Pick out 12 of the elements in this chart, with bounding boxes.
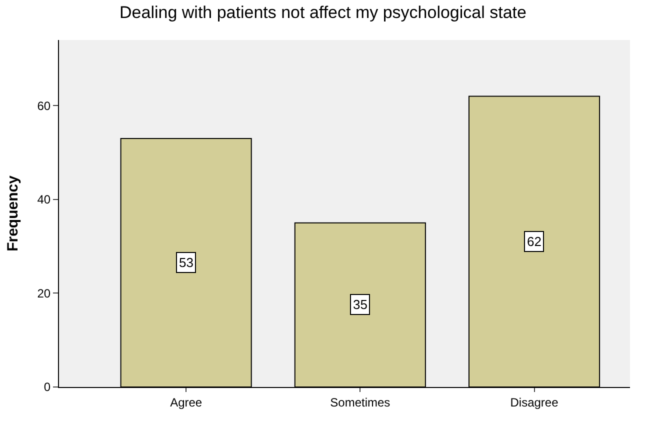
y-tick-label: 0: [44, 380, 51, 394]
data-label: 62: [527, 234, 542, 249]
data-label: 35: [353, 297, 368, 312]
chart-title: Dealing with patients not affect my psychological state: [120, 3, 526, 22]
y-tick-label: 40: [37, 192, 51, 207]
data-label: 53: [179, 255, 194, 270]
y-axis-title: Frequency: [4, 174, 22, 252]
x-tick-label: Sometimes: [330, 395, 390, 410]
x-tick-label: Disagree: [510, 395, 559, 410]
x-tick-label: Agree: [170, 395, 202, 410]
y-tick-label: 20: [37, 286, 51, 300]
y-tick-label: 60: [37, 98, 51, 113]
